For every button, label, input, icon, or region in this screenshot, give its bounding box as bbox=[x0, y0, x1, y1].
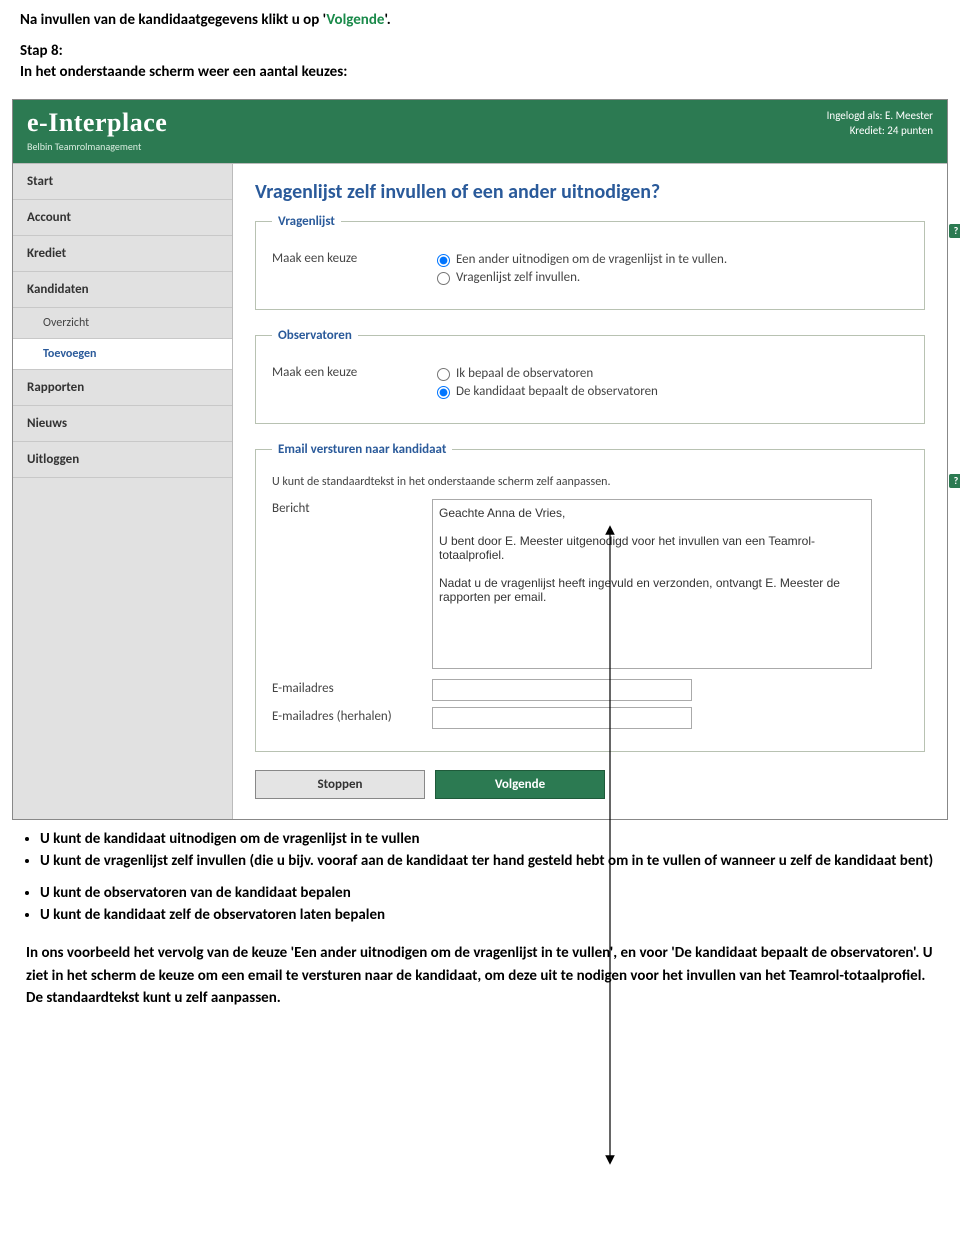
bullet-item: U kunt de vragenlijst zelf invullen (die… bbox=[40, 852, 960, 870]
intro-text-b: '. bbox=[384, 11, 390, 29]
email1-input[interactable] bbox=[432, 679, 692, 701]
intro-text-green: Volgende bbox=[326, 11, 384, 29]
radio-label: Ik bepaal de observatoren bbox=[456, 366, 593, 381]
email2-label: E-mailadres (herhalen) bbox=[272, 707, 432, 724]
radio-label: Vragenlijst zelf invullen. bbox=[456, 270, 580, 285]
nav-uitloggen[interactable]: Uitloggen bbox=[13, 442, 232, 478]
next-button[interactable]: Volgende bbox=[435, 770, 605, 799]
nav-kandidaten[interactable]: Kandidaten bbox=[13, 272, 232, 308]
stop-button[interactable]: Stoppen bbox=[255, 770, 425, 799]
panel-vragenlijst-legend: Vragenlijst bbox=[272, 214, 341, 229]
intro-text-a: Na invullen van de kandidaatgegevens kli… bbox=[20, 11, 326, 29]
doc-intro: Na invullen van de kandidaatgegevens kli… bbox=[0, 0, 960, 89]
nav-account[interactable]: Account bbox=[13, 200, 232, 236]
sidebar: Start Account Krediet Kandidaten Overzic… bbox=[13, 164, 233, 819]
page-title: Vragenlijst zelf invullen of een ander u… bbox=[255, 180, 925, 204]
radio-input[interactable] bbox=[437, 386, 450, 399]
panel1-label: Maak een keuze bbox=[272, 249, 432, 266]
doc-final-paragraph: In ons voorbeeld het vervolg van de keuz… bbox=[0, 928, 960, 1028]
header-credit: Krediet: 24 punten bbox=[827, 123, 933, 138]
radio-vragenlijst-opt2[interactable]: Vragenlijst zelf invullen. bbox=[432, 269, 908, 285]
nav-sub-overzicht[interactable]: Overzicht bbox=[13, 308, 232, 339]
nav-start[interactable]: Start bbox=[13, 164, 232, 200]
step-label: Stap 8: bbox=[20, 41, 940, 62]
app-frame: e-Interplace Belbin Teamrolmanagement In… bbox=[12, 99, 948, 820]
bullet-item: U kunt de observatoren van de kandidaat … bbox=[40, 884, 960, 902]
radio-input[interactable] bbox=[437, 368, 450, 381]
bericht-label: Bericht bbox=[272, 499, 432, 516]
nav-krediet[interactable]: Krediet bbox=[13, 236, 232, 272]
doc-bullets: U kunt de kandidaat uitnodigen om de vra… bbox=[0, 830, 960, 870]
help-icon[interactable]: ? bbox=[949, 474, 960, 488]
header-userinfo: Ingelogd als: E. Meester Krediet: 24 pun… bbox=[827, 108, 933, 139]
bericht-textarea[interactable] bbox=[432, 499, 872, 669]
panel-email: Email versturen naar kandidaat U kunt de… bbox=[255, 442, 925, 752]
nav-rapporten[interactable]: Rapporten bbox=[13, 370, 232, 406]
panel-observatoren-legend: Observatoren bbox=[272, 328, 358, 343]
bullet-item: U kunt de kandidaat zelf de observatoren… bbox=[40, 906, 960, 924]
panel2-label: Maak een keuze bbox=[272, 363, 432, 380]
brand-title: e-Interplace bbox=[27, 108, 167, 138]
nav-nieuws[interactable]: Nieuws bbox=[13, 406, 232, 442]
radio-input[interactable] bbox=[437, 272, 450, 285]
bullet-item: U kunt de kandidaat uitnodigen om de vra… bbox=[40, 830, 960, 848]
help-icon[interactable]: ? bbox=[949, 224, 960, 238]
brand-subtitle: Belbin Teamrolmanagement bbox=[27, 140, 167, 153]
email2-input[interactable] bbox=[432, 707, 692, 729]
doc-bullets-2: U kunt de observatoren van de kandidaat … bbox=[0, 884, 960, 924]
header-user: Ingelogd als: E. Meester bbox=[827, 108, 933, 123]
panel-email-legend: Email versturen naar kandidaat bbox=[272, 442, 452, 457]
app-header: e-Interplace Belbin Teamrolmanagement In… bbox=[13, 100, 947, 163]
radio-vragenlijst-opt1[interactable]: Een ander uitnodigen om de vragenlijst i… bbox=[432, 251, 908, 267]
radio-input[interactable] bbox=[437, 254, 450, 267]
step-text: In het onderstaande scherm weer een aant… bbox=[20, 62, 940, 83]
panel-observatoren: Observatoren Maak een keuze Ik bepaal de… bbox=[255, 328, 925, 424]
radio-label: Een ander uitnodigen om de vragenlijst i… bbox=[456, 252, 727, 267]
panel-vragenlijst: Vragenlijst Maak een keuze Een ander uit… bbox=[255, 214, 925, 310]
email1-label: E-mailadres bbox=[272, 679, 432, 696]
content-area: ? ? Vragenlijst zelf invullen of een and… bbox=[233, 164, 947, 819]
radio-observatoren-opt2[interactable]: De kandidaat bepaalt de observatoren bbox=[432, 383, 908, 399]
radio-label: De kandidaat bepaalt de observatoren bbox=[456, 384, 658, 399]
nav-sub-toevoegen[interactable]: Toevoegen bbox=[13, 339, 232, 370]
panel-email-note: U kunt de standaardtekst in het ondersta… bbox=[272, 475, 908, 489]
final-text: In ons voorbeeld het vervolg van de keuz… bbox=[26, 944, 933, 1007]
radio-observatoren-opt1[interactable]: Ik bepaal de observatoren bbox=[432, 365, 908, 381]
